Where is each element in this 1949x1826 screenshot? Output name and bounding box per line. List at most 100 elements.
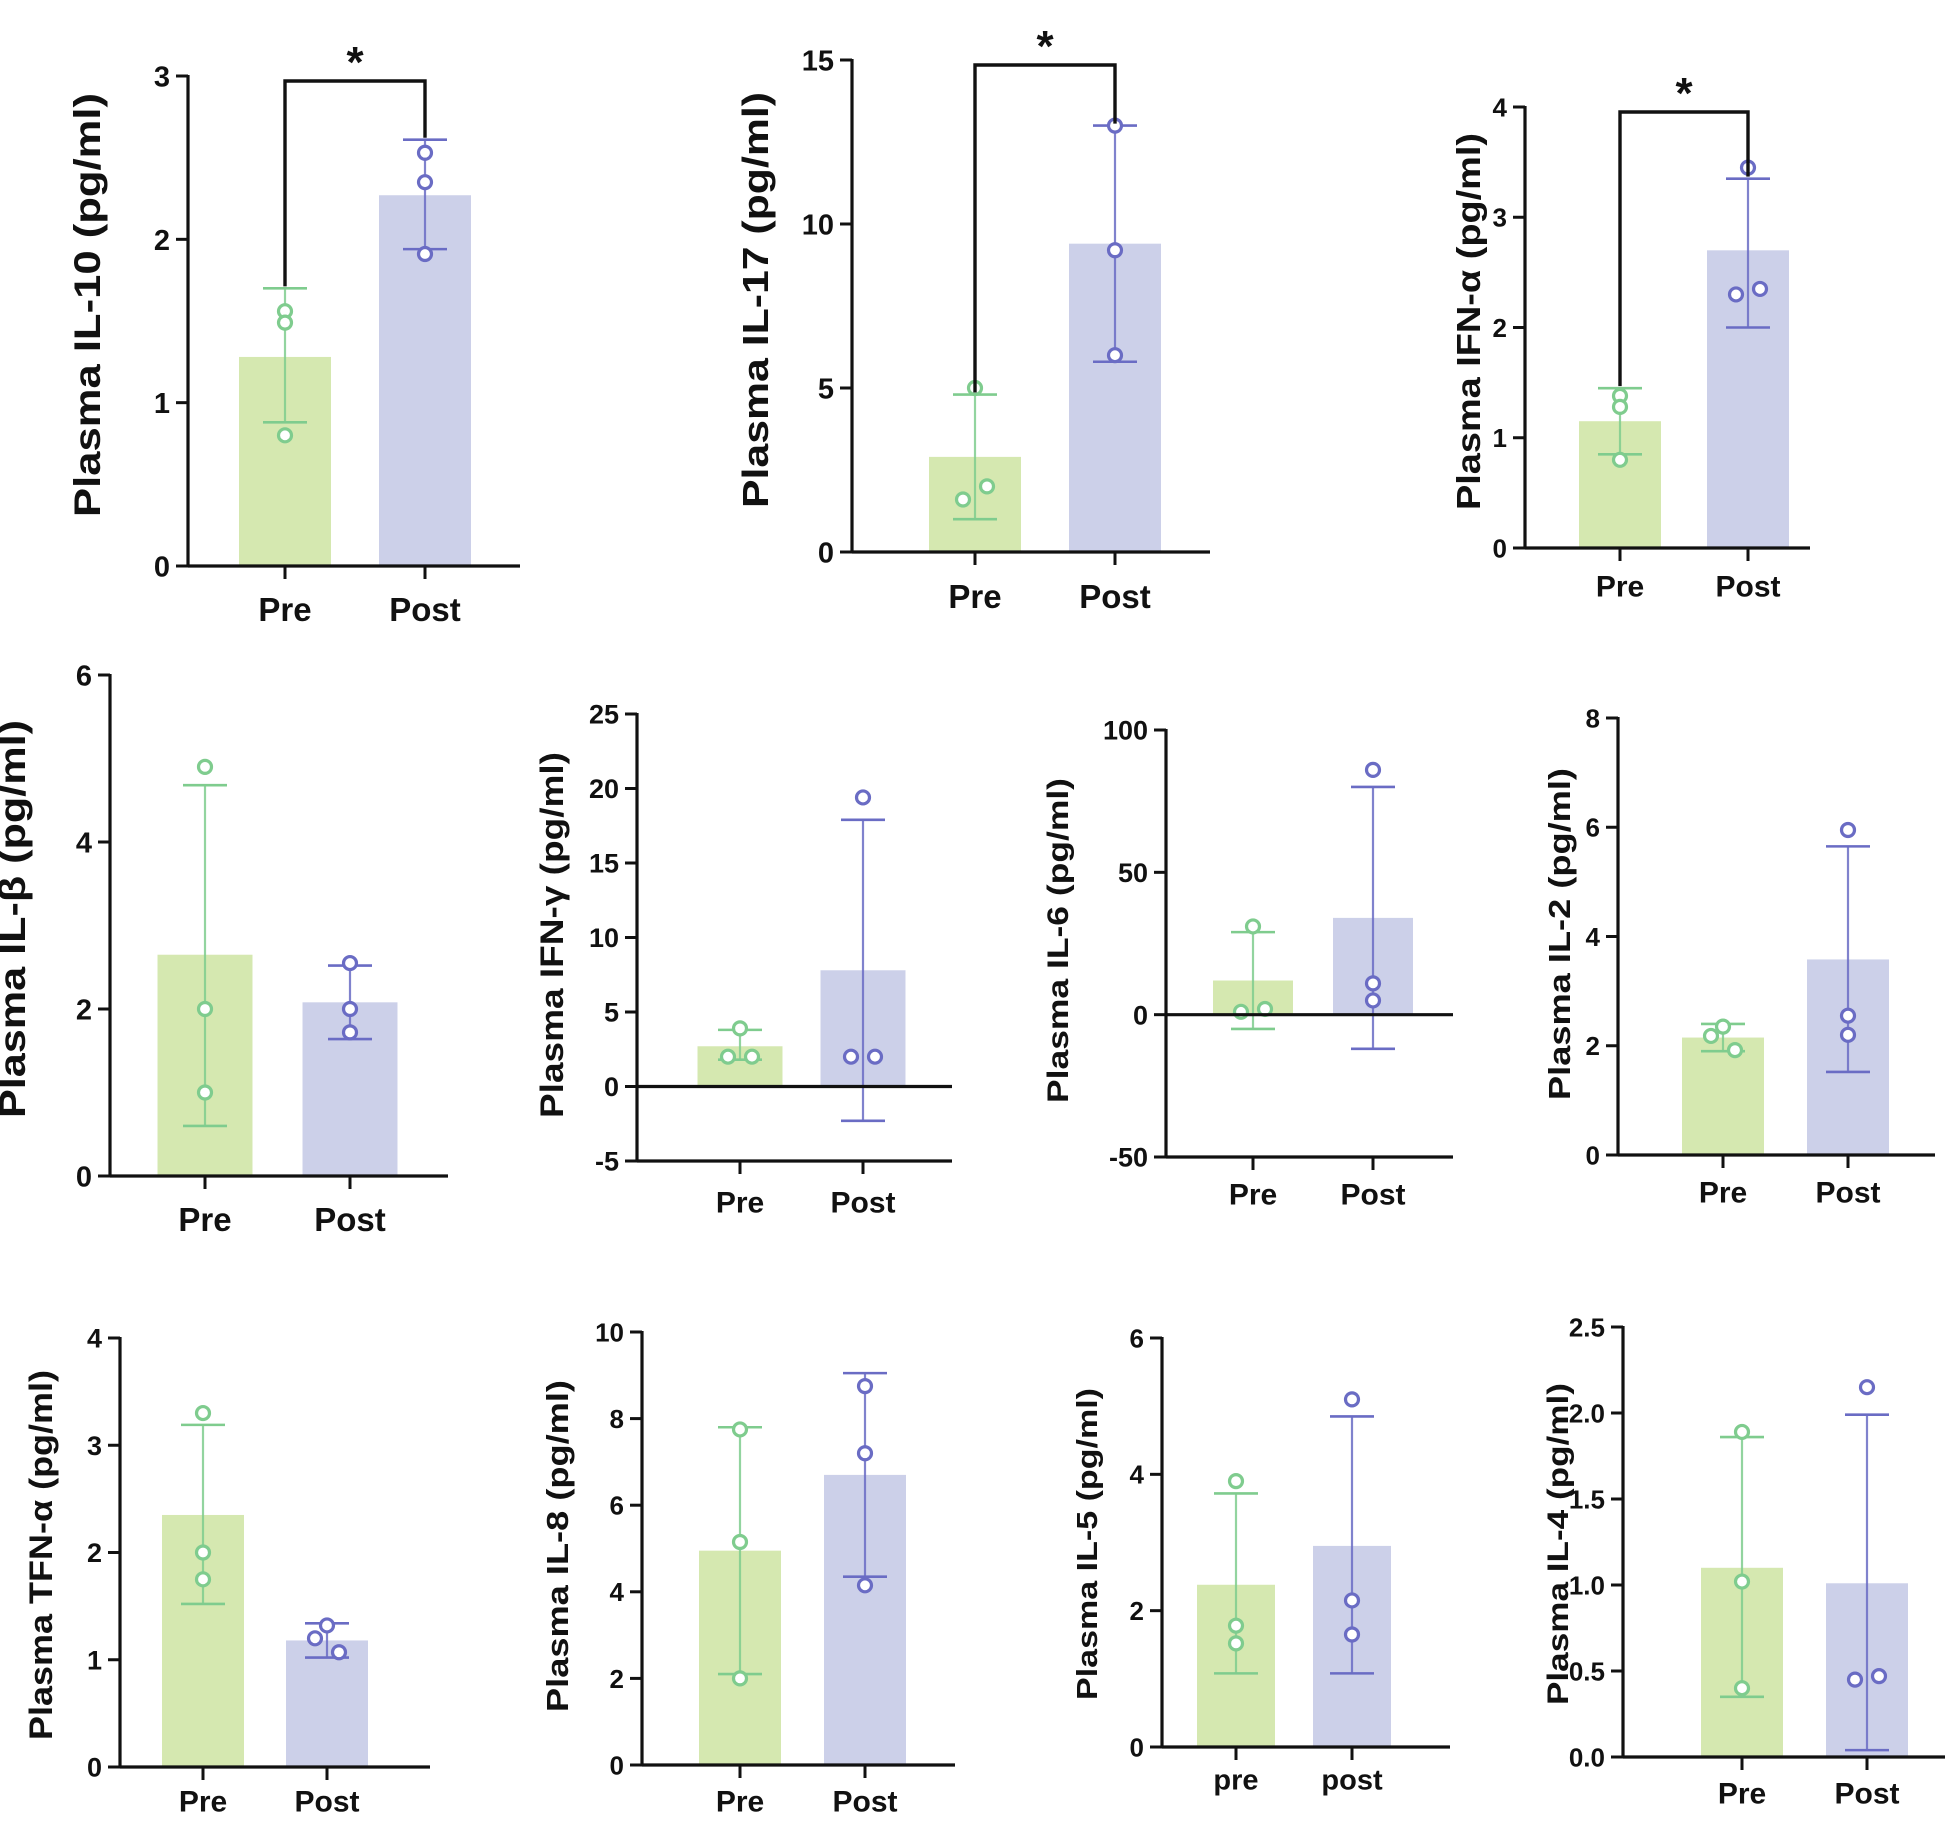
- x-tick-label-post: Post: [1815, 1176, 1880, 1209]
- error-bar-pre: [183, 783, 227, 1128]
- x-tick-label-pre: Pre: [178, 1201, 231, 1238]
- y-tick-label: 15: [802, 45, 834, 77]
- data-point: [1364, 992, 1382, 1009]
- data-point: [416, 245, 434, 263]
- data-point: [854, 789, 872, 806]
- data-point: [1227, 1617, 1245, 1634]
- y-tick-label: 2: [1493, 313, 1507, 343]
- data-point: [1227, 1635, 1245, 1652]
- y-tick-label: -5: [595, 1147, 619, 1177]
- y-tick-label: 4: [1493, 92, 1508, 122]
- chart-il10: 0 1 2 3 Pre Post * Plasma IL-10 (pg/ml): [67, 38, 520, 628]
- bar-post: [286, 1640, 368, 1767]
- y-tick-label: 10: [589, 923, 619, 953]
- data-point: [1714, 1018, 1732, 1035]
- y-tick-label: 0: [1586, 1140, 1600, 1170]
- y-tick-label: 10: [802, 209, 834, 241]
- y-tick-label: 5: [818, 373, 834, 405]
- y-tick-label: 1.0: [1569, 1570, 1605, 1600]
- y-axis-label-il6: Plasma IL-6 (pg/ml): [1042, 778, 1075, 1103]
- data-point: [196, 1000, 214, 1018]
- y-tick-label: 4: [76, 827, 92, 859]
- data-point: [1733, 1423, 1751, 1441]
- data-point: [719, 1048, 737, 1065]
- data-point: [341, 1000, 359, 1018]
- y-tick-label: 2.0: [1569, 1398, 1605, 1428]
- significance-star: *: [1036, 22, 1054, 71]
- data-point: [196, 1084, 214, 1101]
- x-tick-label-post: Post: [314, 1201, 386, 1238]
- x-tick-label-pre: Pre: [1718, 1777, 1766, 1810]
- data-point: [731, 1421, 749, 1438]
- data-point: [1839, 821, 1857, 839]
- x-tick-label-post: Post: [389, 591, 461, 628]
- y-tick-label: -50: [1109, 1143, 1148, 1173]
- data-point: [1839, 1026, 1857, 1043]
- data-point: [1702, 1027, 1720, 1045]
- x-tick-label-pre: Pre: [258, 591, 311, 628]
- y-tick-label: 0: [154, 551, 170, 583]
- y-tick-label: 6: [610, 1491, 624, 1521]
- y-tick-label: 3: [1493, 203, 1507, 233]
- y-axis-label-il2: Plasma IL-2 (pg/ml): [1542, 768, 1577, 1100]
- data-point: [1364, 761, 1382, 778]
- data-point: [194, 1544, 212, 1561]
- y-tick-label: 2.5: [1569, 1312, 1605, 1342]
- x-tick-label-pre: Pre: [179, 1785, 227, 1818]
- significance-bracket: *: [283, 38, 427, 287]
- y-tick-label: 2: [154, 225, 170, 257]
- y-tick-label: 25: [589, 700, 619, 730]
- y-tick-label: 0.0: [1569, 1742, 1605, 1772]
- x-tick-label-post: Post: [832, 1785, 897, 1818]
- error-bar-post: [843, 1371, 887, 1578]
- data-point: [1727, 286, 1745, 303]
- data-point: [318, 1617, 336, 1634]
- y-tick-label: 8: [610, 1404, 624, 1434]
- x-tick-label-pre: Pre: [716, 1186, 764, 1219]
- x-tick-label-pre: Pre: [1699, 1176, 1747, 1209]
- y-tick-label: 2: [1586, 1031, 1600, 1061]
- y-tick-label: 20: [589, 774, 619, 804]
- y-axis-label-ifng: Plasma IFN-γ (pg/ml): [534, 752, 570, 1118]
- data-point: [1733, 1573, 1751, 1590]
- chart-il5: 0 2 4 6 pre post Plasma IL-5 (pg/ml): [1072, 1323, 1450, 1797]
- y-tick-label: 0: [818, 537, 834, 569]
- data-point: [731, 1533, 749, 1551]
- data-point: [1611, 398, 1629, 415]
- data-point: [416, 144, 434, 161]
- y-tick-label: 0: [1133, 1000, 1148, 1030]
- chart-tnfa: 0 1 2 3 4 Pre Post Plasma TFN-α (pg/ml): [23, 1324, 430, 1818]
- x-tick-label-pre: Pre: [948, 578, 1001, 615]
- significance-bracket: *: [973, 22, 1117, 393]
- data-point: [1106, 242, 1124, 259]
- y-tick-label: 0.5: [1569, 1656, 1605, 1686]
- y-tick-label: 10: [595, 1317, 624, 1347]
- data-point: [1858, 1379, 1876, 1396]
- data-point: [416, 174, 434, 191]
- data-point: [341, 954, 359, 972]
- data-point: [1751, 280, 1769, 298]
- y-tick-label: 3: [154, 61, 170, 93]
- y-tick-label: 0: [610, 1750, 624, 1780]
- data-point: [1232, 1003, 1250, 1020]
- data-point: [1244, 918, 1262, 935]
- data-point: [1343, 1391, 1361, 1408]
- data-point: [1870, 1668, 1888, 1685]
- data-point: [1227, 1473, 1245, 1490]
- y-tick-label: 3: [87, 1431, 102, 1461]
- data-point: [856, 1577, 874, 1594]
- y-tick-label: 1: [1493, 423, 1507, 453]
- y-axis-label-il8: Plasma IL-8 (pg/ml): [540, 1380, 575, 1712]
- data-point: [1726, 1042, 1744, 1059]
- y-tick-label: 0: [87, 1753, 102, 1783]
- y-tick-label: 6: [1130, 1323, 1144, 1353]
- data-point: [731, 1020, 749, 1037]
- x-tick-label-post: post: [1321, 1765, 1383, 1797]
- chart-il2: 0 2 4 6 8 Pre Post Plasma IL-2 (pg/ml): [1542, 703, 1935, 1209]
- y-axis-label-il17: Plasma IL-17 (pg/ml): [735, 92, 776, 508]
- x-tick-label-post: Post: [1340, 1178, 1405, 1211]
- error-bar-post: [841, 818, 885, 1123]
- chart-il17: 0 5 10 15 Pre Post * Plasma IL-17 (pg/ml): [735, 22, 1210, 615]
- chart-il1b: 0 2 4 6 Pre Post Plasma IL-β (pg/ml): [0, 660, 448, 1238]
